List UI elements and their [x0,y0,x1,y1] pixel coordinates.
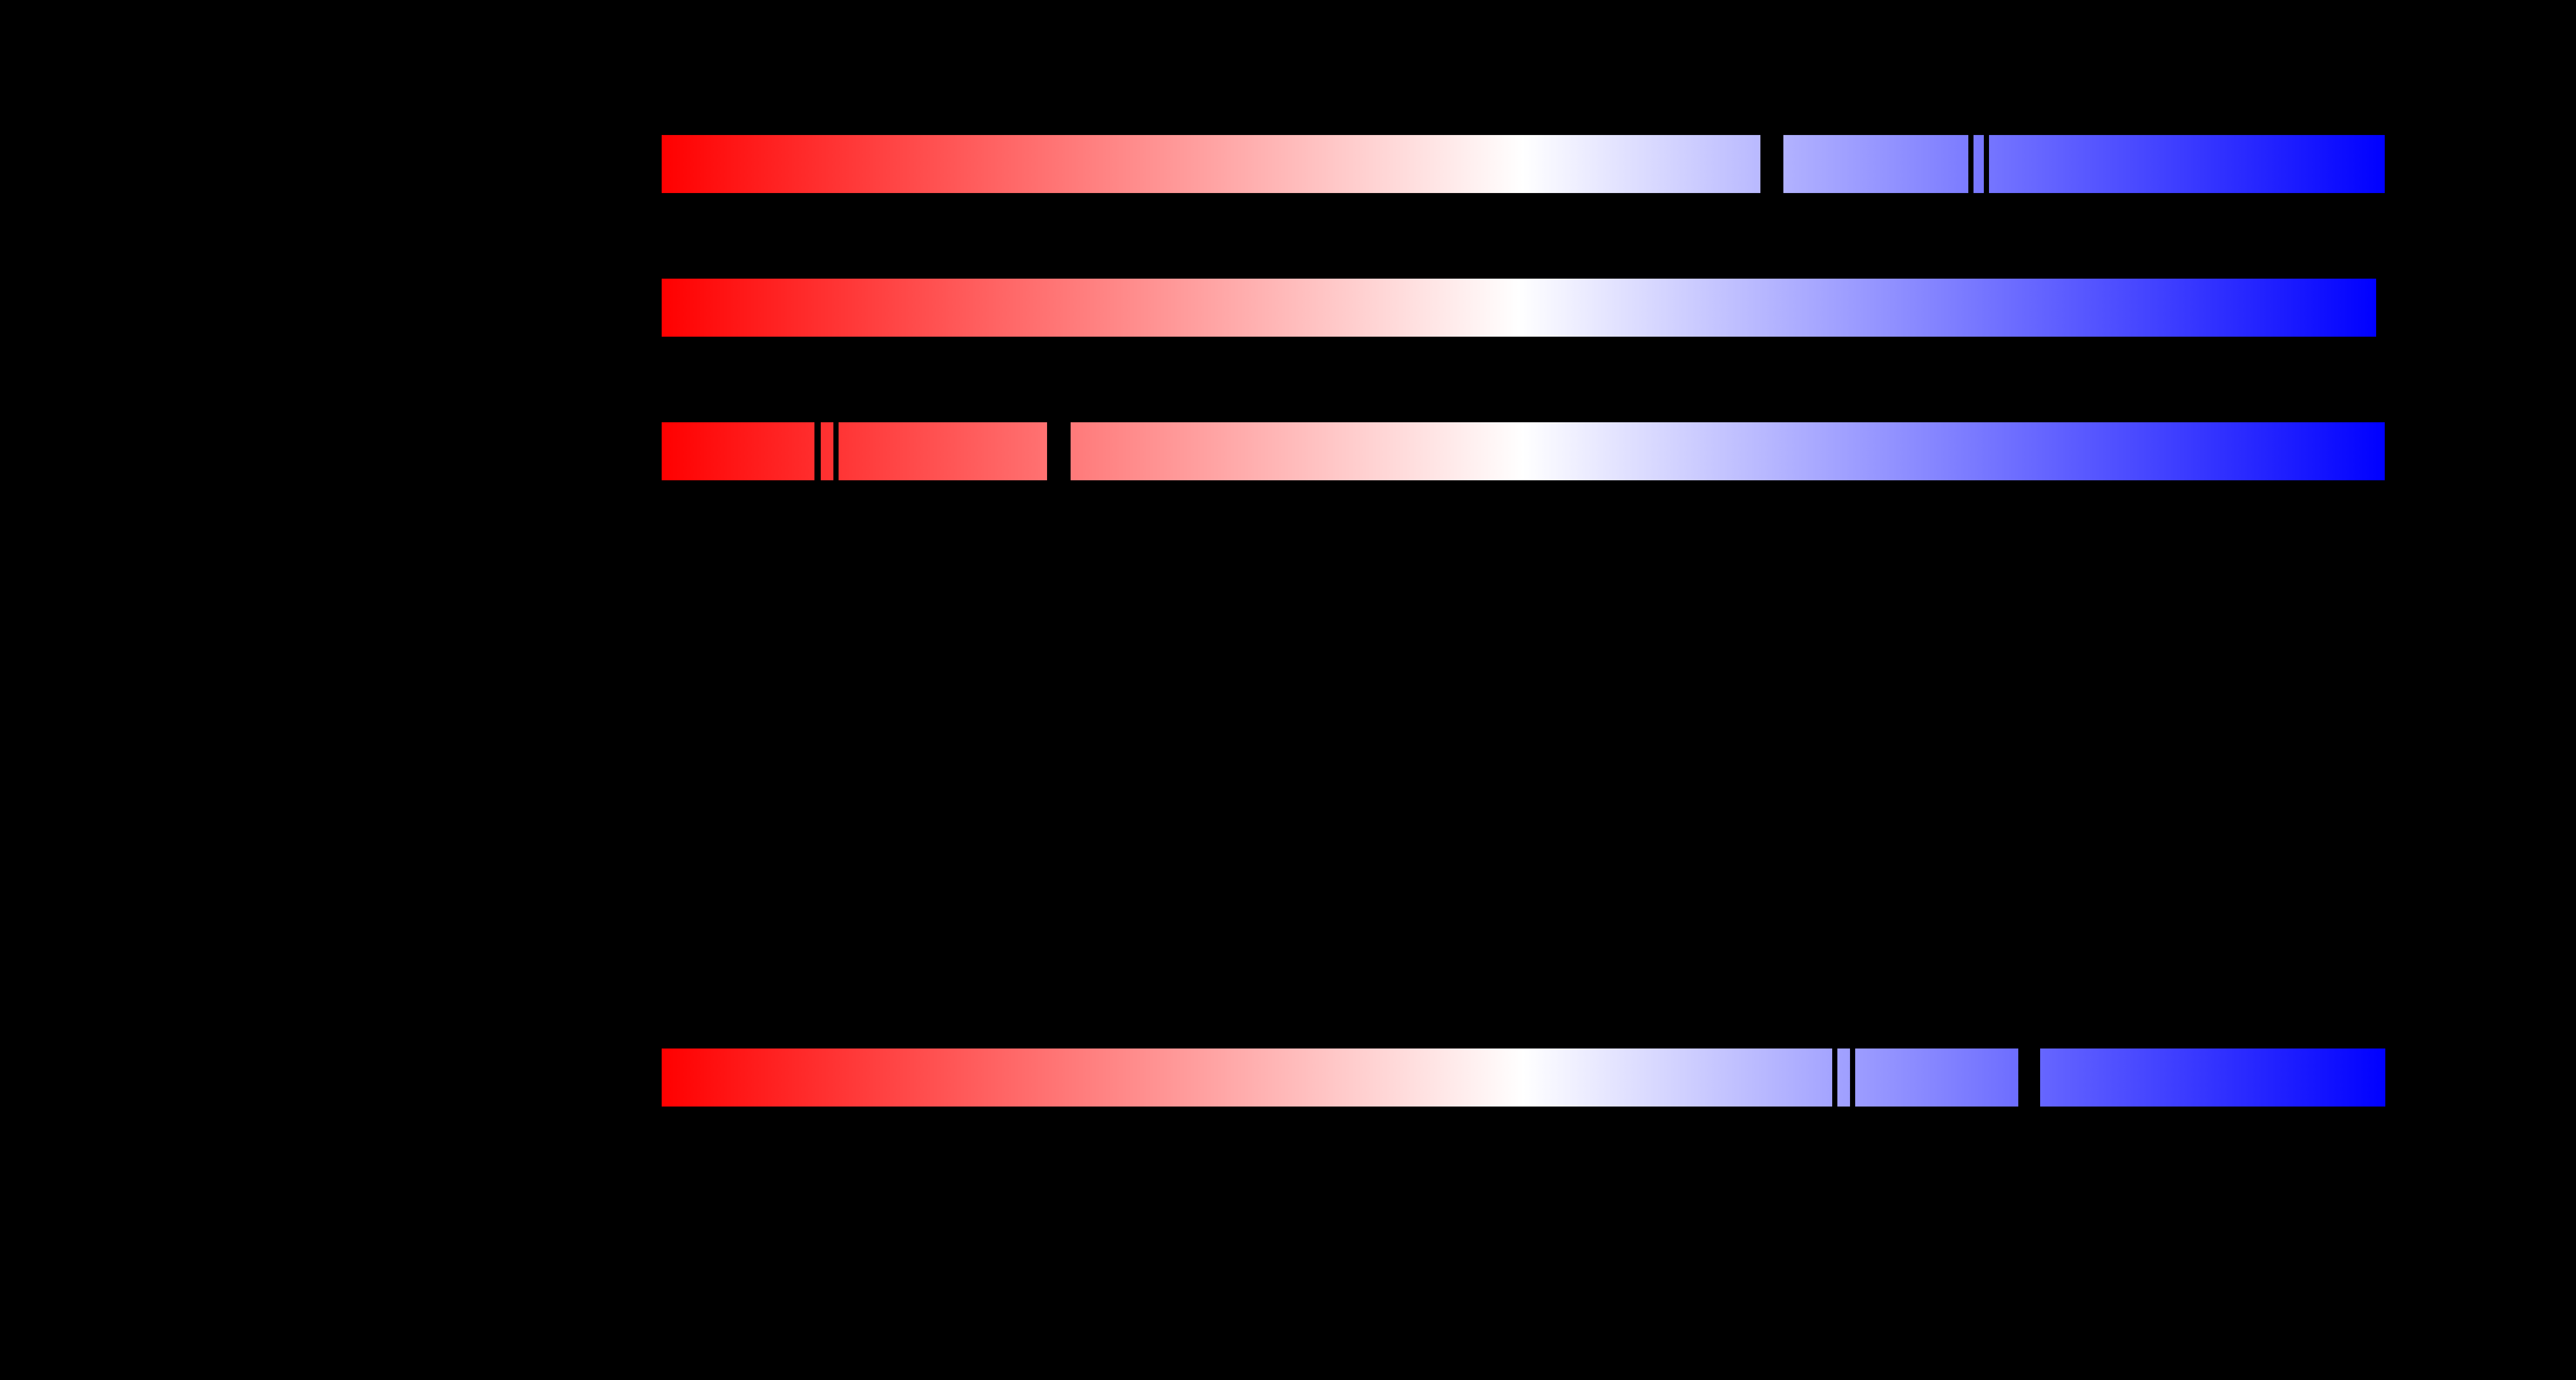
value-marker-thick [2018,1049,2040,1107]
value-marker-thick [1760,135,1783,193]
gradient-bar-3 [662,422,2385,480]
value-marker-thin [1984,135,1989,193]
gradient-bar-2 [662,279,2376,337]
value-marker-thin [1968,135,1973,193]
value-marker-thin [833,422,839,480]
value-marker-thin [1850,1049,1855,1107]
value-marker-thin [814,422,821,480]
gradient-bar-4 [662,1049,2385,1107]
gradient-bar-1 [662,135,2385,193]
value-marker-thick [1047,422,1071,480]
value-marker-thin [1832,1049,1837,1107]
